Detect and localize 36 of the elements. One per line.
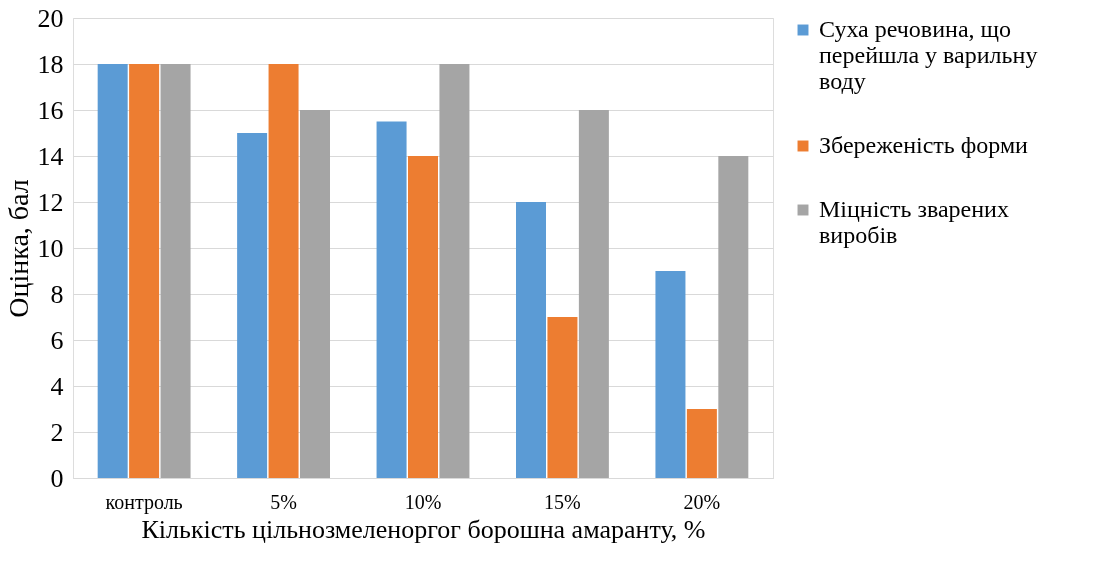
legend-label: Збереженість форми	[819, 132, 1029, 158]
bar	[686, 409, 717, 478]
legend-label: Міцність зварених виробів	[819, 196, 1009, 248]
x-tick-label: контроль	[105, 490, 183, 514]
y-tick-label: 8	[50, 279, 64, 309]
x-tick-label: 20%	[683, 490, 721, 513]
y-tick-label: 18	[37, 49, 64, 79]
x-tick-label: 10%	[404, 490, 442, 513]
bar	[718, 156, 749, 478]
bar	[408, 156, 438, 478]
y-tick-label: 10	[37, 233, 64, 263]
bar	[516, 202, 546, 478]
y-tick-label: 2	[50, 417, 64, 447]
bar	[160, 64, 191, 478]
bar	[237, 133, 268, 478]
x-axis-title: Кількість цільнозмеленоргог борошна амаранту, %	[141, 514, 706, 544]
y-tick-label: 20	[37, 3, 64, 33]
bar	[655, 271, 686, 478]
y-tick-label: 4	[50, 371, 64, 401]
bar	[97, 64, 128, 478]
bar	[578, 110, 609, 478]
bar	[129, 64, 160, 478]
bar	[300, 110, 330, 478]
y-axis-title: Оцінка, бал	[2, 179, 34, 318]
legend-label: Суха речовина, що перейшла у варильну воду	[819, 16, 1038, 94]
bar	[268, 64, 299, 478]
bar	[376, 121, 407, 478]
y-tick-label: 6	[50, 325, 64, 355]
y-tick-label: 0	[50, 463, 64, 493]
x-tick-label: 5%	[270, 490, 297, 513]
y-tick-label: 12	[37, 187, 64, 217]
x-tick-label: 15%	[544, 490, 581, 513]
y-tick-label: 14	[37, 141, 64, 171]
bar	[439, 64, 470, 478]
bar	[547, 317, 578, 478]
y-tick-label: 16	[37, 95, 64, 125]
